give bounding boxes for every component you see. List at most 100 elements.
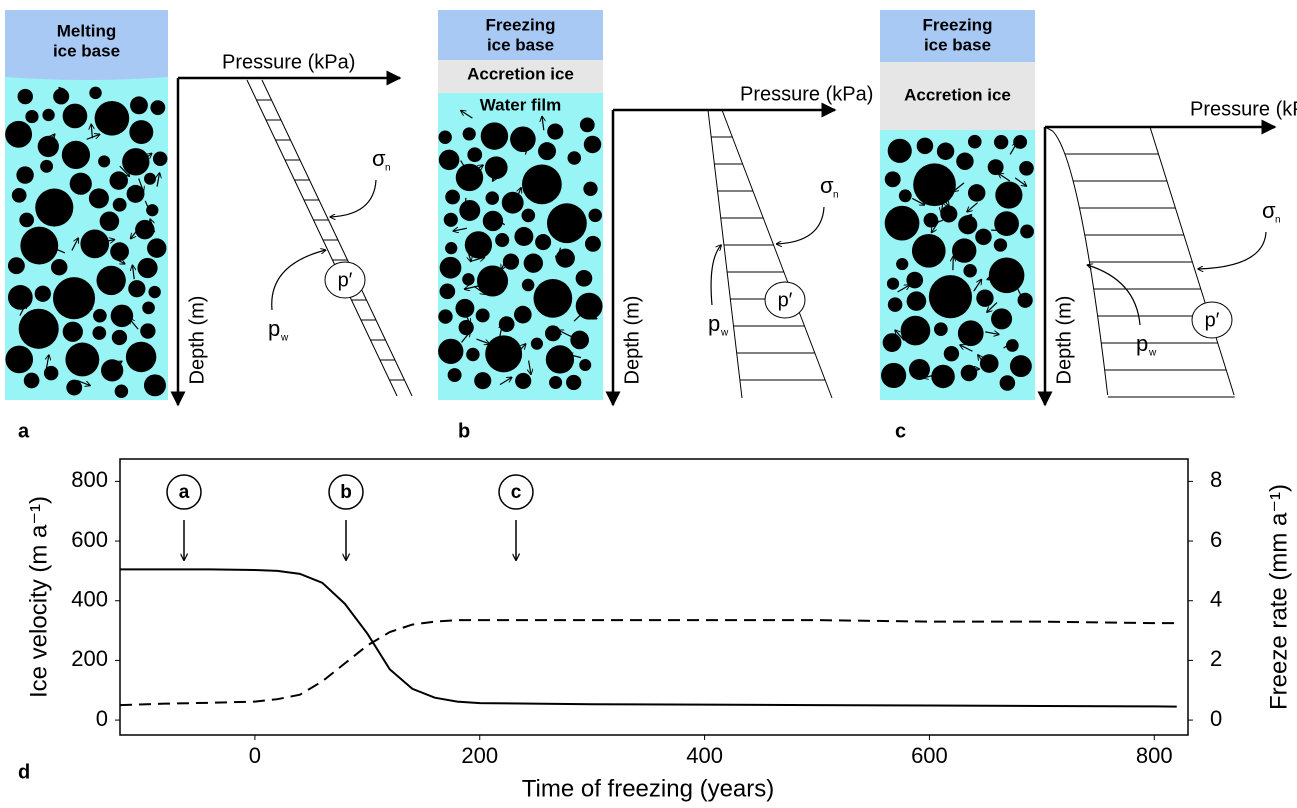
flow-arrow <box>923 374 937 377</box>
grain <box>514 227 534 247</box>
grain <box>66 379 83 396</box>
sigma-sub: n <box>833 190 839 201</box>
flow-arrow <box>500 323 503 337</box>
flow-arrow <box>71 238 78 251</box>
grain <box>18 308 59 349</box>
sigma-symbol: σ <box>1262 198 1276 223</box>
flow-arrow <box>46 355 49 369</box>
grain <box>913 163 956 207</box>
panel-letter: a <box>18 420 30 442</box>
grain <box>936 142 955 160</box>
header-line: ice base <box>924 35 991 54</box>
flow-arrow <box>529 360 531 375</box>
sigma-symbol: σ <box>372 146 386 171</box>
annotation-circle <box>166 474 202 510</box>
panel-letter: c <box>895 420 906 442</box>
grain <box>128 280 146 298</box>
grain <box>94 100 130 136</box>
ice-base <box>438 10 603 63</box>
flow-arrow <box>953 182 965 192</box>
flow-arrow <box>138 178 144 191</box>
flow-arrow <box>132 122 139 135</box>
grain <box>466 347 480 362</box>
flow-arrow <box>987 274 1001 280</box>
grain <box>147 238 167 258</box>
grain <box>538 142 557 161</box>
header-line: Freezing <box>923 15 993 34</box>
grain <box>462 127 476 141</box>
flow-arrow <box>1009 142 1017 155</box>
grain <box>485 335 523 373</box>
grain <box>23 372 40 389</box>
header-line: ice base <box>487 35 554 54</box>
grain <box>438 309 453 324</box>
grain <box>567 151 582 165</box>
grain <box>152 151 168 166</box>
flow-arrow <box>931 220 940 233</box>
sigma-sub: n <box>385 163 391 174</box>
annotation-circle <box>498 474 534 510</box>
grain <box>17 88 33 105</box>
y-tick-label: 600 <box>71 527 108 552</box>
y-tick-label: 0 <box>96 706 108 731</box>
flow-arrow <box>86 240 101 241</box>
grain <box>474 372 492 390</box>
flow-arrow <box>1003 340 1016 349</box>
grain <box>89 86 102 100</box>
x-tick-label: 0 <box>249 743 261 768</box>
grain <box>881 362 907 389</box>
flow-arrow <box>473 285 486 294</box>
grain <box>53 88 70 105</box>
grain <box>535 234 552 251</box>
flow-arrow <box>91 124 92 139</box>
flow-arrow <box>19 303 26 316</box>
flow-arrow <box>470 257 484 262</box>
flow-arrow <box>119 165 130 176</box>
flow-arrow <box>583 312 597 319</box>
sigma-pointer <box>330 179 377 217</box>
header-line: Freezing <box>486 15 556 34</box>
x-tick-label: 800 <box>1136 743 1173 768</box>
panel-letter: b <box>458 420 470 442</box>
grain <box>916 137 934 155</box>
y-tick-label: 200 <box>71 646 108 671</box>
flow-arrow <box>131 227 140 239</box>
grain <box>467 147 483 163</box>
flow-arrow <box>461 111 473 119</box>
grain <box>911 233 946 268</box>
pw-line <box>707 109 743 399</box>
grain <box>987 159 1004 176</box>
pw-symbol: p <box>708 311 720 336</box>
accretion-label: Accretion ice <box>904 85 1011 104</box>
flow-arrow <box>493 168 501 181</box>
flow-arrow <box>86 134 100 140</box>
pw-line <box>1044 126 1109 396</box>
flow-arrow <box>157 173 159 187</box>
grain <box>545 325 561 342</box>
grain <box>110 304 134 328</box>
flow-arrow <box>515 188 521 201</box>
flow-arrow <box>978 355 987 367</box>
flow-arrow <box>144 200 151 214</box>
grain <box>1020 224 1034 239</box>
pw-sub: w <box>280 333 289 344</box>
pw-pointer <box>271 250 326 311</box>
grain <box>979 354 999 373</box>
grain <box>588 208 602 223</box>
sigma-pointer <box>776 206 825 244</box>
flow-arrow <box>567 354 582 357</box>
flow-arrow <box>453 228 468 231</box>
grain <box>934 322 948 337</box>
annotation-circle <box>328 474 364 510</box>
grain <box>475 308 490 323</box>
pressure-label: Pressure (kPa) <box>740 83 873 105</box>
flow-arrow <box>59 88 70 99</box>
grain <box>20 226 59 265</box>
grain <box>7 257 25 275</box>
flow-arrow <box>987 302 998 313</box>
y2-tick-label: 6 <box>1210 527 1222 552</box>
grain <box>62 321 83 342</box>
accretion-label: Accretion ice <box>467 64 574 83</box>
